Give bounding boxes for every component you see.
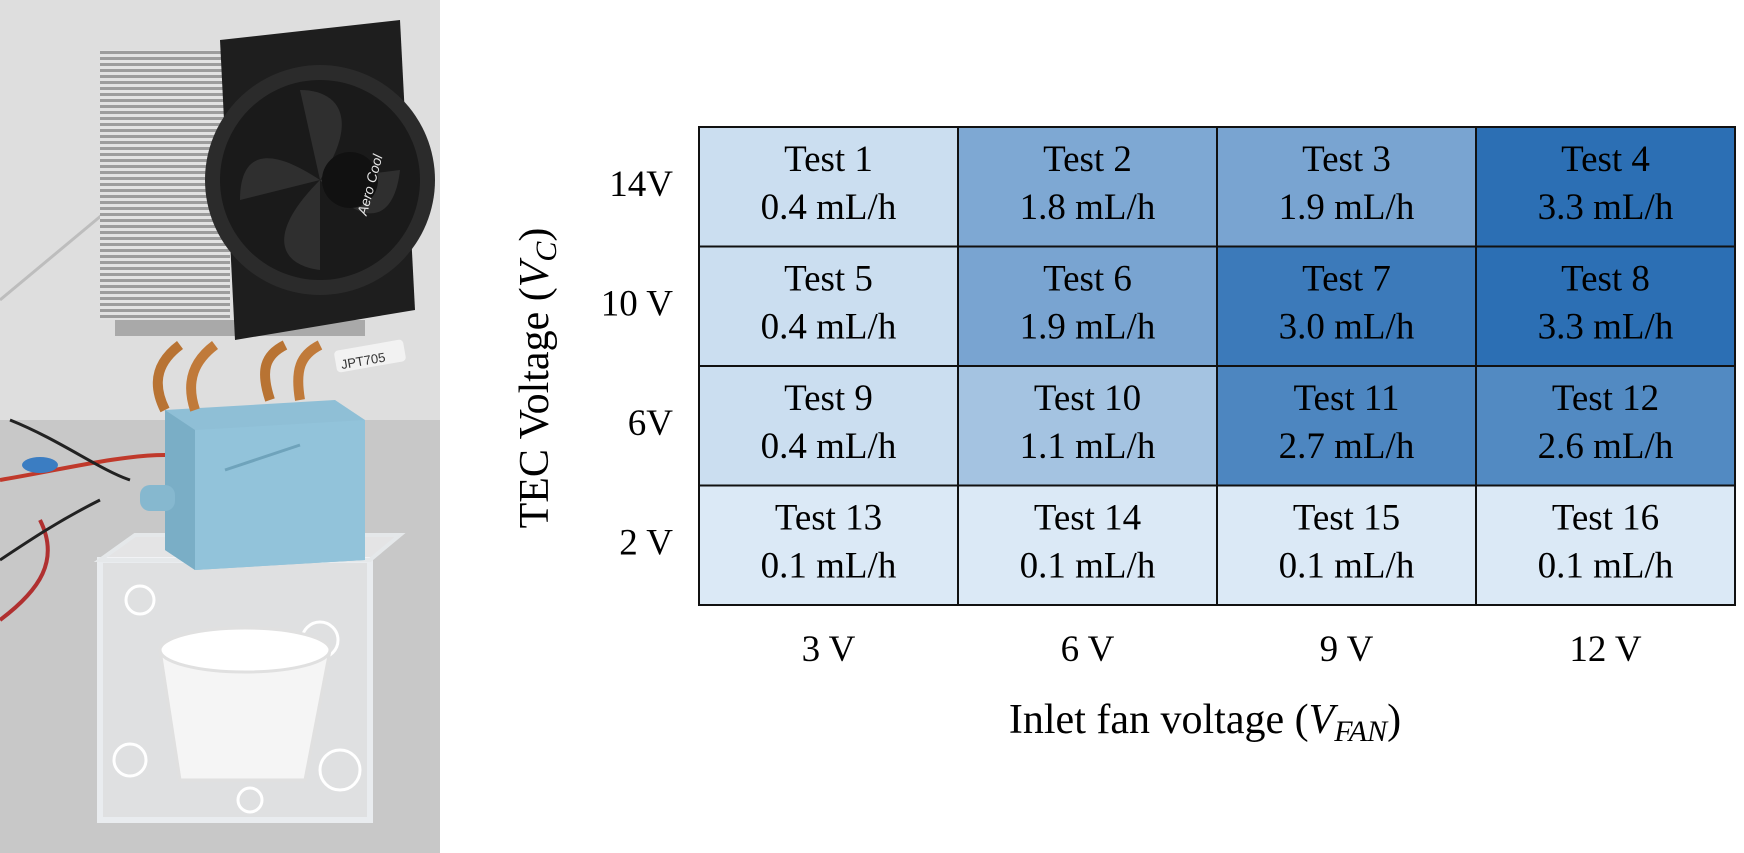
- heatmap-cell-rect: [957, 365, 1218, 487]
- condenser-box: [140, 400, 365, 570]
- heatmap-cell-rect: [1475, 245, 1736, 367]
- heatmap-cell-test-label: Test 8: [1561, 259, 1650, 300]
- heatmap-cell-rect: [1475, 126, 1736, 248]
- heatmap-cell: Test 13 0.1 mL/h: [698, 484, 959, 606]
- heatmap-cell-test-label: Test 15: [1293, 498, 1400, 539]
- heatmap-cell: Test 16 0.1 mL/h: [1475, 484, 1736, 606]
- heatmap-cells: Test 1 0.4 mL/h Test 2 1.8 mL/h Test 3 1.9 mL…: [698, 126, 1736, 606]
- x-tick-label: 3 V: [802, 629, 856, 670]
- heatmap-cell-test-label: Test 7: [1302, 259, 1391, 300]
- device-photo-drawing: JPT705 Aero Cool: [0, 0, 440, 853]
- heatmap-cell-test-label: Test 4: [1561, 139, 1650, 180]
- heatmap-cell-value-label: 0.1 mL/h: [1020, 546, 1156, 587]
- heatmap-cell-value-label: 1.8 mL/h: [1020, 187, 1156, 228]
- box-outlet-nozzle: [140, 485, 175, 511]
- heatmap-cell-rect: [698, 484, 959, 606]
- heatmap-cell-value-label: 2.7 mL/h: [1279, 426, 1415, 467]
- heatmap-cell-test-label: Test 10: [1034, 378, 1141, 419]
- heatmap-cell-test-label: Test 9: [784, 378, 873, 419]
- photo-black-cable-2: [9, 418, 131, 482]
- photo-red-cable-2: [0, 519, 50, 622]
- heatmap-cell: Test 14 0.1 mL/h: [957, 484, 1218, 606]
- fan: Aero Cool: [205, 20, 435, 340]
- heatmap-chart: Test 1 0.4 mL/h Test 2 1.8 mL/h Test 3 1.9 mL…: [500, 0, 1744, 853]
- heatmap-cell-value-label: 0.4 mL/h: [761, 187, 897, 228]
- y-axis-symbol: V: [512, 257, 558, 287]
- heatmap-cell-value-label: 0.1 mL/h: [1538, 546, 1674, 587]
- heatmap-cell-test-label: Test 11: [1294, 378, 1400, 419]
- heatmap-cell-rect: [698, 365, 959, 487]
- x-axis-title: Inlet fan voltage (VFAN): [1009, 697, 1401, 748]
- heatmap-cell: Test 8 3.3 mL/h: [1475, 245, 1736, 367]
- heatsink: [100, 50, 230, 320]
- heatmap-cell-value-label: 0.1 mL/h: [1279, 546, 1415, 587]
- heatmap-cell: Test 9 0.4 mL/h: [698, 365, 959, 487]
- heatmap-cell-test-label: Test 2: [1043, 139, 1132, 180]
- heatmap-cell-test-label: Test 16: [1552, 498, 1659, 539]
- y-axis-title-text: TEC Voltage: [512, 312, 558, 529]
- x-tick-label: 12 V: [1569, 629, 1642, 670]
- heatmap-svg: Test 1 0.4 mL/h Test 2 1.8 mL/h Test 3 1.9 mL…: [512, 126, 1736, 748]
- heatmap-cell: Test 3 1.9 mL/h: [1216, 126, 1477, 248]
- photo-red-cable: [0, 453, 166, 482]
- heatmap-cell: Test 1 0.4 mL/h: [698, 126, 959, 248]
- y-tick-labels: 14V 10 V 6V 2 V: [601, 164, 674, 564]
- heatmap-cell-value-label: 0.4 mL/h: [761, 307, 897, 348]
- heatmap-cell: Test 15 0.1 mL/h: [1216, 484, 1477, 606]
- heatmap-cell-rect: [698, 245, 959, 367]
- y-tick-label: 2 V: [619, 523, 673, 564]
- heatmap-cell-test-label: Test 5: [784, 259, 873, 300]
- heatmap-cell-value-label: 0.4 mL/h: [761, 426, 897, 467]
- photo-blue-plug: [22, 457, 58, 473]
- y-tick-label: 6V: [628, 403, 674, 444]
- x-axis-title-text: Inlet fan voltage: [1009, 697, 1284, 743]
- x-axis-symbol: V: [1309, 697, 1339, 743]
- heatmap-cell-rect: [1216, 484, 1477, 606]
- heatmap-cell-value-label: 1.9 mL/h: [1279, 187, 1415, 228]
- heatmap-cell: Test 4 3.3 mL/h: [1475, 126, 1736, 248]
- x-tick-labels: 3 V 6 V 9 V 12 V: [802, 629, 1642, 670]
- heatmap-cell-rect: [957, 484, 1218, 606]
- heatmap-cell: Test 10 1.1 mL/h: [957, 365, 1218, 487]
- heatmap-cell: Test 5 0.4 mL/h: [698, 245, 959, 367]
- y-axis-title: TEC Voltage (VC): [512, 228, 563, 529]
- heatmap-cell-value-label: 2.6 mL/h: [1538, 426, 1674, 467]
- heatmap-cell: Test 12 2.6 mL/h: [1475, 365, 1736, 487]
- heatmap-cell-rect: [698, 126, 959, 248]
- heatmap-cell-value-label: 3.3 mL/h: [1538, 307, 1674, 348]
- heatmap-cell-rect: [1475, 365, 1736, 487]
- x-tick-label: 6 V: [1061, 629, 1115, 670]
- device-photo: JPT705 Aero Cool: [0, 0, 440, 853]
- heatmap-cell-rect: [957, 245, 1218, 367]
- y-axis-symbol-sub: C: [530, 241, 563, 262]
- heatmap-cell: Test 6 1.9 mL/h: [957, 245, 1218, 367]
- heatmap-cell-value-label: 1.9 mL/h: [1020, 307, 1156, 348]
- heatmap-cell-test-label: Test 13: [775, 498, 882, 539]
- heatmap-cell-test-label: Test 12: [1552, 378, 1659, 419]
- heatmap-cell-value-label: 3.3 mL/h: [1538, 187, 1674, 228]
- heatmap-cell: Test 2 1.8 mL/h: [957, 126, 1218, 248]
- heatmap-cell-test-label: Test 6: [1043, 259, 1132, 300]
- heatmap-cell-value-label: 1.1 mL/h: [1020, 426, 1156, 467]
- heatmap-cell-value-label: 3.0 mL/h: [1279, 307, 1415, 348]
- y-tick-label: 10 V: [601, 284, 674, 325]
- heatmap-cell-test-label: Test 1: [784, 139, 873, 180]
- heatmap-cell: Test 7 3.0 mL/h: [1216, 245, 1477, 367]
- x-tick-label: 9 V: [1320, 629, 1374, 670]
- heatmap-cell-test-label: Test 14: [1034, 498, 1141, 539]
- heatmap-cell-test-label: Test 3: [1302, 139, 1391, 180]
- heatmap-cell-rect: [1216, 245, 1477, 367]
- heatmap-cell-rect: [1475, 484, 1736, 606]
- heatmap-cell-rect: [1216, 126, 1477, 248]
- x-axis-symbol-sub: FAN: [1333, 715, 1389, 748]
- y-tick-label: 14V: [609, 164, 673, 205]
- photo-black-cable: [0, 498, 101, 562]
- heatmap-cell: Test 11 2.7 mL/h: [1216, 365, 1477, 487]
- acrylic-stand: [93, 533, 406, 823]
- heatmap-cell-value-label: 0.1 mL/h: [761, 546, 897, 587]
